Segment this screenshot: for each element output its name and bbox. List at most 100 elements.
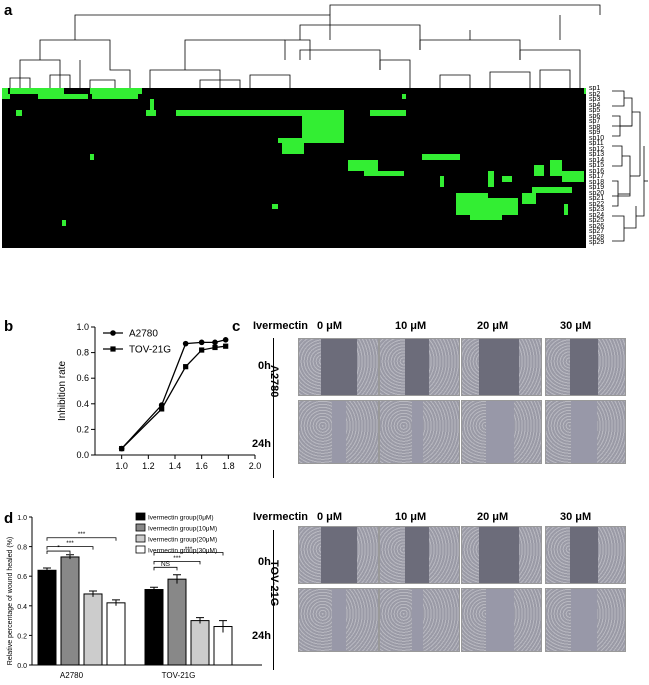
heatmap-hit xyxy=(470,198,502,220)
data-point xyxy=(212,340,218,346)
y-tick-label: 0.2 xyxy=(76,424,89,434)
heatmap-hit xyxy=(522,193,536,204)
top-dendrogram xyxy=(0,0,649,90)
category-label: A2780 xyxy=(60,671,84,680)
micrograph-tile xyxy=(298,588,379,652)
y-tick-label: 0.0 xyxy=(17,663,27,670)
wound-gap xyxy=(486,401,514,463)
micrograph-tile xyxy=(461,338,542,396)
wound-gap xyxy=(412,401,424,463)
c-header-20: 20 μM xyxy=(477,320,508,332)
legend-label: Ivermectin group(0μM) xyxy=(148,515,214,522)
bar xyxy=(84,594,102,665)
heatmap-hit xyxy=(272,204,278,210)
x-tick-label: 1.8 xyxy=(222,461,235,471)
heatmap-hit xyxy=(402,94,406,100)
legend-label: A2780 xyxy=(129,329,158,340)
dendrogram-branch xyxy=(632,112,640,176)
legend-label: Ivermectin group(30μM) xyxy=(148,548,217,555)
heatmap-hit xyxy=(502,176,512,182)
e-cell-line: TOV-21G xyxy=(268,560,280,606)
wound-gap xyxy=(405,339,429,395)
legend-swatch xyxy=(136,513,145,520)
dendrogram-branch xyxy=(624,206,636,228)
dendrogram-branch xyxy=(612,98,632,126)
bar xyxy=(38,570,56,665)
legend-marker xyxy=(110,330,116,336)
micrograph-tile xyxy=(545,526,626,584)
heatmap-hit xyxy=(440,176,444,187)
dendrogram-branch xyxy=(612,156,630,196)
cluster-heatmap xyxy=(2,88,586,248)
dendrogram-branch xyxy=(612,146,622,166)
heatmap-hit xyxy=(564,204,568,215)
dendrogram-branch xyxy=(20,60,60,88)
micrograph-tile xyxy=(298,526,379,584)
heatmap-hit xyxy=(584,88,586,94)
bar xyxy=(145,590,163,665)
heatmap-hit xyxy=(562,171,584,182)
dendrogram-branch xyxy=(300,25,420,50)
legend-swatch xyxy=(136,535,145,542)
heatmap-hit xyxy=(364,171,404,177)
wound-gap xyxy=(571,589,596,651)
e-time-24h: 24h xyxy=(252,630,271,642)
data-point xyxy=(159,406,164,411)
wound-gap xyxy=(332,401,346,463)
micrograph-tile xyxy=(298,400,379,464)
micrograph-tile xyxy=(461,400,542,464)
significance-label: *** xyxy=(173,555,181,562)
legend-swatch xyxy=(136,546,145,553)
gene-labels xyxy=(2,250,586,302)
y-tick-label: 1.0 xyxy=(76,322,89,332)
dendrogram-branch xyxy=(420,40,520,60)
wound-gap xyxy=(479,339,519,395)
data-point xyxy=(119,446,124,451)
dendrogram-branch xyxy=(330,5,600,15)
micrograph-tile xyxy=(461,526,542,584)
heatmap-hit xyxy=(472,193,488,199)
c-header-prefix: Ivermectin xyxy=(253,320,308,332)
significance-label: *** xyxy=(78,531,86,538)
dendrogram-branch xyxy=(185,40,285,70)
panel-label-c: c xyxy=(232,318,240,335)
micrograph-tile xyxy=(379,526,460,584)
heatmap-hit xyxy=(488,171,494,188)
c-header-30: 30 μM xyxy=(560,320,591,332)
heatmap-hit xyxy=(146,110,156,116)
heatmap-hit xyxy=(534,165,544,176)
heatmap-hit xyxy=(38,94,88,100)
wound-gap xyxy=(570,339,598,395)
bar xyxy=(107,603,125,665)
e-header-10: 10 μM xyxy=(395,511,426,523)
heatmap-hit xyxy=(304,138,344,144)
y-tick-label: 0.2 xyxy=(17,633,27,640)
heatmap-hit xyxy=(150,99,154,110)
heatmap-hit xyxy=(282,143,304,154)
category-label: TOV-21G xyxy=(162,671,196,680)
x-tick-label: 1.4 xyxy=(169,461,182,471)
dendrogram-branch xyxy=(110,60,130,88)
dendrogram-branch xyxy=(490,72,530,88)
micrograph-tile xyxy=(545,588,626,652)
legend-label: Ivermectin group(20μM) xyxy=(148,537,217,544)
x-tick-label: 1.2 xyxy=(142,461,155,471)
heatmap-hit xyxy=(532,187,572,193)
row-labels: sp1 sp2 sp3 sp4 sp5 sp6 sp7 sp8 sp9 sp10 sp11 sp12 s… xyxy=(589,86,613,246)
dendrogram-branch xyxy=(540,70,570,88)
legend-marker xyxy=(110,346,115,351)
dendrogram-branch xyxy=(380,60,410,88)
series-line-TOV-21G xyxy=(122,346,226,448)
micrograph-tile xyxy=(379,400,460,464)
x-tick-label: 1.6 xyxy=(195,461,208,471)
legend-label: TOV-21G xyxy=(129,345,171,356)
dendrogram-branch xyxy=(612,216,624,241)
wound-gap xyxy=(332,589,346,651)
micrograph-tile xyxy=(461,588,542,652)
wound-gap xyxy=(405,527,429,583)
x-tick-label: 1.0 xyxy=(115,461,128,471)
data-point xyxy=(212,345,217,350)
wound-gap xyxy=(321,527,357,583)
dendrogram-branch xyxy=(440,75,470,88)
heatmap-hit xyxy=(2,94,10,100)
